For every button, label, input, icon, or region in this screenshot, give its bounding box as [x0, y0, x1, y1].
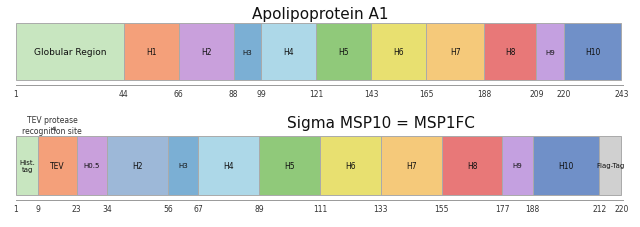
Text: H7: H7 — [450, 48, 460, 57]
Text: 143: 143 — [364, 89, 378, 99]
FancyBboxPatch shape — [426, 24, 484, 81]
FancyBboxPatch shape — [108, 136, 168, 195]
Text: H3: H3 — [243, 49, 252, 55]
Text: 56: 56 — [163, 204, 173, 213]
FancyBboxPatch shape — [259, 136, 320, 195]
Text: Apolipoprotein A1: Apolipoprotein A1 — [252, 7, 388, 22]
FancyBboxPatch shape — [124, 24, 179, 81]
Text: H10: H10 — [558, 161, 573, 170]
FancyBboxPatch shape — [564, 24, 621, 81]
Text: Hist.
tag: Hist. tag — [19, 160, 35, 172]
Text: 34: 34 — [102, 204, 112, 213]
Text: H6: H6 — [345, 161, 356, 170]
FancyBboxPatch shape — [442, 136, 502, 195]
FancyBboxPatch shape — [320, 136, 381, 195]
Text: TEV: TEV — [50, 161, 65, 170]
Text: 9: 9 — [36, 204, 40, 213]
Text: Flag-Tag: Flag-Tag — [596, 163, 624, 169]
Text: 220: 220 — [614, 204, 628, 213]
FancyBboxPatch shape — [316, 24, 371, 81]
Text: 1: 1 — [13, 204, 19, 213]
Text: H1: H1 — [146, 48, 156, 57]
Text: 155: 155 — [435, 204, 449, 213]
FancyBboxPatch shape — [179, 24, 234, 81]
FancyBboxPatch shape — [168, 136, 198, 195]
Text: 121: 121 — [309, 89, 323, 99]
Text: H9: H9 — [545, 49, 555, 55]
FancyBboxPatch shape — [234, 24, 261, 81]
FancyBboxPatch shape — [484, 24, 536, 81]
Text: 209: 209 — [529, 89, 543, 99]
Text: H4: H4 — [223, 161, 234, 170]
Text: H3: H3 — [179, 163, 188, 169]
Text: H10: H10 — [585, 48, 600, 57]
FancyBboxPatch shape — [16, 136, 38, 195]
FancyBboxPatch shape — [38, 136, 77, 195]
Text: 212: 212 — [592, 204, 606, 213]
Text: H5: H5 — [284, 161, 295, 170]
Text: 188: 188 — [477, 89, 491, 99]
Text: H2: H2 — [201, 48, 211, 57]
Text: 99: 99 — [257, 89, 266, 99]
Text: 220: 220 — [557, 89, 571, 99]
Text: TEV protease
recognition site: TEV protease recognition site — [22, 116, 82, 135]
Text: H5: H5 — [339, 48, 349, 57]
FancyBboxPatch shape — [599, 136, 621, 195]
Text: 188: 188 — [525, 204, 540, 213]
Text: H2: H2 — [132, 161, 143, 170]
FancyBboxPatch shape — [261, 24, 316, 81]
Text: 89: 89 — [254, 204, 264, 213]
Text: H6: H6 — [394, 48, 404, 57]
Text: Globular Region: Globular Region — [33, 48, 106, 57]
FancyBboxPatch shape — [502, 136, 532, 195]
Text: H8: H8 — [505, 48, 515, 57]
FancyBboxPatch shape — [77, 136, 108, 195]
Text: H8: H8 — [467, 161, 477, 170]
Text: 66: 66 — [173, 89, 184, 99]
Text: H0.5: H0.5 — [84, 163, 100, 169]
Text: 44: 44 — [118, 89, 129, 99]
Text: 165: 165 — [419, 89, 433, 99]
FancyBboxPatch shape — [16, 24, 124, 81]
Text: H7: H7 — [406, 161, 417, 170]
Text: 88: 88 — [229, 89, 239, 99]
FancyBboxPatch shape — [532, 136, 599, 195]
Text: 177: 177 — [495, 204, 509, 213]
Text: Sigma MSP10 = MSP1FC: Sigma MSP10 = MSP1FC — [287, 116, 475, 131]
FancyBboxPatch shape — [198, 136, 259, 195]
Text: 23: 23 — [72, 204, 82, 213]
FancyBboxPatch shape — [381, 136, 442, 195]
Text: 133: 133 — [374, 204, 388, 213]
Text: H4: H4 — [284, 48, 294, 57]
Text: H9: H9 — [513, 163, 522, 169]
Text: 243: 243 — [614, 89, 628, 99]
Text: 67: 67 — [193, 204, 204, 213]
FancyBboxPatch shape — [536, 24, 564, 81]
Text: 111: 111 — [313, 204, 327, 213]
FancyBboxPatch shape — [371, 24, 426, 81]
Text: 1: 1 — [13, 89, 19, 99]
